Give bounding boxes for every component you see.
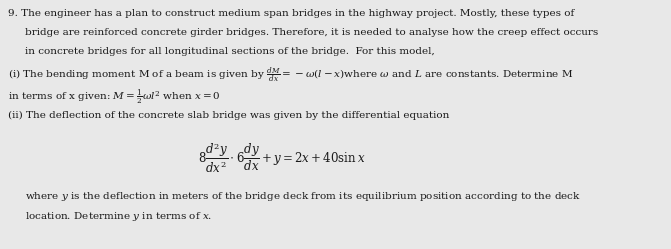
Text: where $y$ is the deflection in meters of the bridge deck from its equilibrium po: where $y$ is the deflection in meters of… <box>25 190 582 203</box>
Text: in terms of x given: $M = \frac{1}{2}\omega l^2$ when $x = 0$: in terms of x given: $M = \frac{1}{2}\om… <box>8 88 221 107</box>
Text: (ii) The deflection of the concrete slab bridge was given by the differential eq: (ii) The deflection of the concrete slab… <box>8 111 450 120</box>
Text: in concrete bridges for all longitudinal sections of the bridge.  For this model: in concrete bridges for all longitudinal… <box>25 47 435 56</box>
Text: (i) The bending moment M of a beam is given by $\frac{dM}{dx}=-\omega(l-x)$where: (i) The bending moment M of a beam is gi… <box>8 66 573 85</box>
Text: location. Determine $y$ in terms of $x$.: location. Determine $y$ in terms of $x$. <box>25 210 213 223</box>
Text: 9. The engineer has a plan to construct medium span bridges in the highway proje: 9. The engineer has a plan to construct … <box>8 9 574 18</box>
Text: $8\dfrac{d^{2}y}{dx^{2}}\cdot 6\dfrac{dy}{dx}+y=2x+40\sin x$: $8\dfrac{d^{2}y}{dx^{2}}\cdot 6\dfrac{dy… <box>198 141 366 175</box>
Text: bridge are reinforced concrete girder bridges. Therefore, it is needed to analys: bridge are reinforced concrete girder br… <box>25 28 599 37</box>
